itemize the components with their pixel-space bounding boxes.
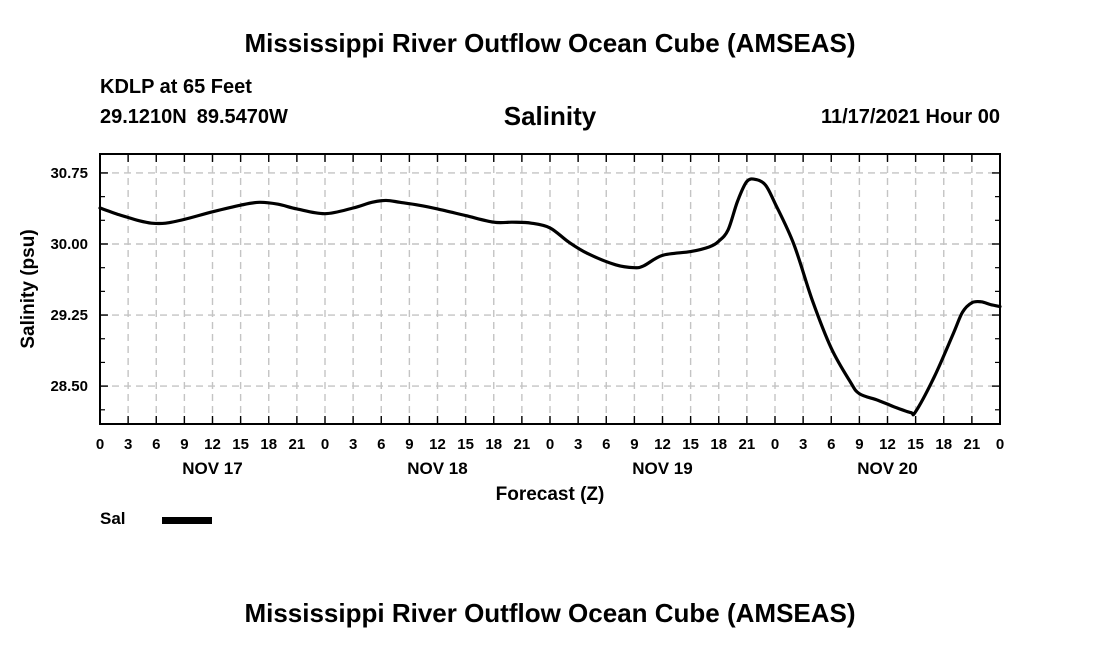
longitude-label: 89.5470W bbox=[196, 106, 288, 128]
x-tick-label: 18 bbox=[710, 436, 727, 453]
x-tick-label: 18 bbox=[935, 436, 952, 453]
x-tick-label: 6 bbox=[827, 436, 835, 453]
y-tick-label: 28.50 bbox=[50, 378, 88, 395]
x-tick-label: 12 bbox=[879, 436, 896, 453]
series-line-sal bbox=[98, 177, 1002, 417]
x-tick-label: 21 bbox=[514, 436, 531, 453]
legend-line-swatch bbox=[162, 517, 212, 524]
x-tick-label: 3 bbox=[799, 436, 807, 453]
y-tick-label: 30.75 bbox=[50, 165, 88, 182]
x-tick-label: 21 bbox=[964, 436, 981, 453]
x-tick-label: 3 bbox=[574, 436, 582, 453]
x-tick-label: 6 bbox=[377, 436, 385, 453]
footer-title: Mississippi River Outflow Ocean Cube (AM… bbox=[244, 598, 856, 628]
x-tick-label: 6 bbox=[602, 436, 610, 453]
plot-frame bbox=[99, 153, 1001, 425]
x-tick-label: 0 bbox=[321, 436, 329, 453]
x-tick-label: 0 bbox=[771, 436, 779, 453]
x-tick-label: 9 bbox=[855, 436, 863, 453]
grid-lines bbox=[100, 154, 1000, 424]
parameter-title: Salinity bbox=[503, 101, 597, 131]
x-tick-label: 12 bbox=[204, 436, 221, 453]
axis-labels: 0 3 6 9 12 15 18 21 0 3 6 9 12 15 18 21 0 3 6 9 12 15 18 21 0 3 6 9… bbox=[18, 165, 1004, 505]
date-label: NOV 17 bbox=[182, 459, 242, 478]
station-label: KDLP at 65 Feet bbox=[100, 76, 252, 98]
x-tick-label: 0 bbox=[996, 436, 1004, 453]
x-tick-label: 9 bbox=[405, 436, 413, 453]
x-tick-label: 0 bbox=[96, 436, 104, 453]
x-tick-label: 6 bbox=[152, 436, 160, 453]
chart-title: Mississippi River Outflow Ocean Cube (AM… bbox=[244, 28, 856, 58]
x-tick-label: 15 bbox=[457, 436, 474, 453]
x-tick-label: 21 bbox=[289, 436, 306, 453]
x-tick-label: 9 bbox=[180, 436, 188, 453]
date-label: NOV 20 bbox=[857, 459, 917, 478]
legend-label: Sal bbox=[100, 509, 126, 528]
x-tick-label: 18 bbox=[485, 436, 502, 453]
x-tick-label: 18 bbox=[260, 436, 277, 453]
y-axis-title: Salinity (psu) bbox=[18, 229, 39, 348]
x-tick-label: 12 bbox=[654, 436, 671, 453]
run-time-label: 11/17/2021 Hour 00 bbox=[820, 106, 1000, 128]
x-tick-label: 3 bbox=[124, 436, 132, 453]
x-tick-label: 15 bbox=[682, 436, 699, 453]
date-label: NOV 18 bbox=[407, 459, 467, 478]
x-tick-label: 0 bbox=[546, 436, 554, 453]
y-tick-label: 29.25 bbox=[50, 307, 88, 324]
x-tick-label: 12 bbox=[429, 436, 446, 453]
x-tick-label: 9 bbox=[630, 436, 638, 453]
x-tick-label: 3 bbox=[349, 436, 357, 453]
x-tick-label: 15 bbox=[907, 436, 924, 453]
y-tick-label: 30.00 bbox=[50, 236, 88, 253]
date-label: NOV 19 bbox=[632, 459, 692, 478]
x-tick-label: 21 bbox=[739, 436, 756, 453]
x-axis-title: Forecast (Z) bbox=[496, 484, 605, 505]
x-tick-label: 15 bbox=[232, 436, 249, 453]
latitude-label: 29.1210N bbox=[100, 106, 187, 128]
coordinates: 29.1210N 89.5470W bbox=[100, 106, 298, 129]
